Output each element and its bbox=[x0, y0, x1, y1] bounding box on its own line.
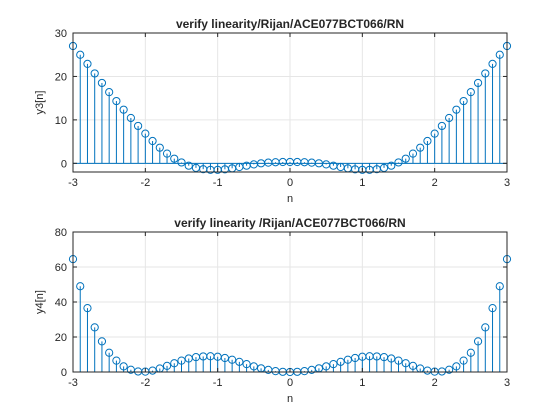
stem-marker bbox=[452, 362, 461, 371]
stem-marker bbox=[155, 143, 164, 152]
stem-marker bbox=[488, 59, 497, 68]
x-axis-label: n bbox=[287, 193, 293, 205]
stem-marker bbox=[170, 154, 179, 163]
stem-marker bbox=[495, 50, 504, 59]
stem-marker bbox=[437, 121, 446, 131]
x-tick-label: 3 bbox=[504, 377, 510, 389]
x-tick-label: 1 bbox=[359, 177, 365, 189]
stem-marker bbox=[322, 362, 331, 371]
stem-marker bbox=[97, 78, 107, 88]
stem-marker bbox=[430, 129, 439, 138]
stem-marker bbox=[387, 161, 396, 170]
stem-marker bbox=[170, 359, 179, 368]
y-tick-label: 0 bbox=[61, 158, 67, 170]
x-tick-label: -2 bbox=[140, 377, 150, 389]
stem-marker bbox=[141, 129, 150, 138]
stem-marker bbox=[112, 356, 121, 365]
stem-marker bbox=[481, 69, 490, 78]
stem-marker bbox=[445, 113, 454, 123]
stem-marker bbox=[105, 88, 114, 97]
x-tick-label: 0 bbox=[287, 177, 293, 189]
y-tick-label: 30 bbox=[55, 28, 67, 40]
stem-marker bbox=[329, 360, 338, 369]
stem-marker bbox=[90, 69, 99, 78]
stem-marker bbox=[416, 143, 425, 152]
stem-marker bbox=[488, 304, 497, 313]
y-tick-label: 20 bbox=[55, 71, 67, 83]
x-axis-label: n bbox=[287, 393, 293, 405]
y-tick-label: 0 bbox=[61, 367, 67, 379]
stem-marker bbox=[466, 348, 475, 357]
y-tick-label: 10 bbox=[55, 115, 67, 127]
x-tick-label: 1 bbox=[359, 377, 365, 389]
y-axis-label: y4[n] bbox=[34, 290, 46, 314]
stem-marker bbox=[76, 50, 85, 59]
stem-marker bbox=[481, 323, 490, 332]
stem-marker bbox=[249, 362, 258, 371]
stem-marker bbox=[379, 163, 389, 172]
chart-title: verify linearity/Rijan/ACE077BCT066/RN bbox=[176, 17, 404, 31]
x-tick-label: -3 bbox=[68, 177, 78, 189]
stem-marker bbox=[177, 356, 186, 365]
stem-marker bbox=[394, 356, 403, 365]
stem-marker bbox=[452, 105, 461, 114]
x-tick-label: -1 bbox=[213, 177, 223, 189]
stem-marker bbox=[466, 88, 475, 97]
stem-marker bbox=[119, 105, 128, 114]
chart-title: verify linearity /Rijan/ACE077BCT066/RN bbox=[174, 216, 405, 230]
stem-marker bbox=[228, 355, 237, 364]
stem-marker bbox=[184, 161, 193, 170]
stem-marker bbox=[423, 136, 432, 146]
x-tick-label: 2 bbox=[432, 377, 438, 389]
y-tick-label: 20 bbox=[55, 332, 67, 344]
x-tick-label: -1 bbox=[213, 377, 223, 389]
stem-marker bbox=[445, 365, 454, 374]
y-tick-label: 80 bbox=[55, 227, 67, 239]
stem-marker bbox=[459, 96, 468, 106]
stem-marker bbox=[394, 158, 403, 167]
stem-marker bbox=[148, 136, 157, 146]
stem-marker bbox=[336, 357, 345, 366]
stem-marker bbox=[134, 121, 143, 131]
subplot-y4: -3 -2 -1 0 1 2 3 0 20 40 60 80 verify linearity /Rij… bbox=[34, 216, 512, 405]
stem-marker bbox=[76, 282, 85, 291]
stem-marker bbox=[162, 149, 172, 158]
x-tick-label: 0 bbox=[287, 377, 293, 389]
stem-marker bbox=[495, 282, 504, 291]
y-axis-label: y3[n] bbox=[34, 91, 46, 115]
stem-marker bbox=[119, 362, 128, 371]
y-tick-label: 60 bbox=[55, 262, 67, 274]
x-tick-label: -3 bbox=[68, 377, 78, 389]
stem-marker bbox=[83, 304, 92, 313]
stem-marker bbox=[408, 149, 418, 158]
stem-marker bbox=[401, 154, 410, 163]
stem-marker bbox=[177, 158, 186, 167]
stem-marker bbox=[473, 78, 483, 88]
stem-marker bbox=[459, 356, 468, 365]
stem-marker bbox=[83, 59, 92, 68]
stem-marker bbox=[235, 357, 244, 366]
stem-marker bbox=[162, 361, 172, 370]
stem-marker bbox=[473, 337, 483, 346]
stem-marker bbox=[242, 360, 251, 369]
stem-marker bbox=[401, 359, 410, 368]
stem-marker bbox=[387, 354, 396, 363]
stem-marker bbox=[90, 323, 99, 332]
stem-marker bbox=[148, 366, 157, 375]
x-tick-label: 2 bbox=[432, 177, 438, 189]
stem-marker bbox=[408, 361, 418, 370]
stem-marker bbox=[105, 348, 114, 357]
stem-marker bbox=[112, 96, 121, 106]
stem-marker bbox=[97, 337, 107, 346]
y-tick-label: 40 bbox=[55, 297, 67, 309]
x-tick-label: -2 bbox=[140, 177, 150, 189]
stem-marker bbox=[126, 113, 135, 123]
x-tick-label: 3 bbox=[504, 177, 510, 189]
